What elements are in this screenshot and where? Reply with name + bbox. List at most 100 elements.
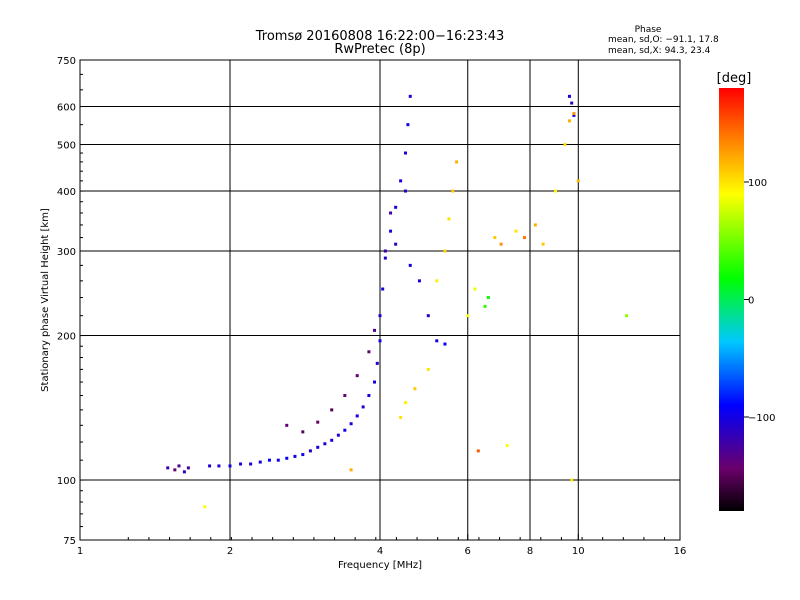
data-point-o — [399, 179, 403, 183]
data-point-x — [473, 287, 477, 291]
y-tick-label: 500 — [57, 141, 76, 152]
data-point-o — [267, 458, 271, 462]
data-point-x — [203, 505, 207, 509]
data-point-o — [228, 464, 232, 468]
data-point-o — [330, 438, 334, 442]
data-point-x — [399, 415, 403, 419]
data-point-x — [403, 401, 407, 405]
data-point-x — [505, 444, 509, 448]
data-point-x — [541, 242, 545, 246]
data-point-o — [301, 430, 305, 434]
data-point-o — [293, 454, 297, 458]
data-point-x — [572, 112, 576, 116]
data-point-x — [413, 387, 417, 391]
colorbar-ticks: 100 0 −100 — [744, 178, 775, 424]
data-point-o — [249, 462, 253, 466]
data-point-o — [343, 428, 347, 432]
data-point-o — [330, 408, 334, 412]
data-point-o — [381, 287, 385, 291]
x-tick-label: 2 — [227, 546, 233, 557]
data-point-o — [301, 453, 305, 457]
phase-stats-heading: Phase — [635, 25, 662, 35]
data-point-o — [316, 420, 320, 424]
data-point-x — [563, 143, 567, 147]
data-point-x — [514, 229, 518, 233]
data-point-o — [417, 279, 421, 283]
colorbar-tick-label: 0 — [748, 296, 754, 307]
data-point-o — [166, 466, 170, 470]
data-point-x — [486, 296, 490, 300]
y-tick-label: 75 — [63, 536, 76, 547]
data-point-o — [355, 374, 359, 378]
x-tick-label: 4 — [377, 546, 383, 557]
data-point-o — [276, 458, 280, 462]
data-point-o — [308, 449, 312, 453]
data-point-o — [378, 339, 382, 343]
colorbar-gradient — [719, 88, 744, 511]
data-point-o — [316, 445, 320, 449]
y-tick-label: 750 — [57, 56, 76, 67]
y-axis-label: Stationary phase Virtual Height [km] — [40, 208, 51, 392]
data-point-x — [553, 189, 557, 193]
data-point-o — [567, 94, 571, 98]
data-point-o — [408, 263, 412, 267]
y-tick-label: 600 — [57, 103, 76, 114]
chart-title: Tromsø 20160808 16:22:00−16:23:43 — [255, 29, 505, 44]
data-point-x — [466, 314, 470, 318]
data-point-o — [408, 94, 412, 98]
data-point-o — [373, 328, 377, 332]
data-point-o — [367, 394, 371, 398]
x-axis-ticks: 1 2 4 6 8 10 16 — [77, 534, 686, 557]
scatter-points — [166, 94, 629, 509]
data-point-o — [403, 189, 407, 193]
data-point-o — [355, 414, 359, 418]
data-point-o — [285, 456, 289, 460]
data-point-x — [576, 179, 580, 183]
data-point-x — [447, 217, 451, 221]
phase-stats-x: mean, sd,X: 94.3, 23.4 — [608, 46, 711, 56]
data-point-x — [426, 367, 430, 371]
data-point-x — [570, 478, 574, 482]
data-point-o — [435, 339, 439, 343]
data-point-o — [406, 123, 410, 127]
data-point-o — [389, 211, 393, 215]
data-point-o — [394, 205, 398, 209]
x-tick-label: 8 — [527, 546, 533, 557]
phase-colorbar: [deg] 100 0 −100 — [717, 71, 775, 511]
data-point-x — [499, 242, 503, 246]
data-point-x — [435, 279, 439, 283]
data-point-o — [173, 468, 177, 472]
x-axis-label: Frequency [MHz] — [338, 560, 422, 571]
data-point-o — [426, 314, 430, 318]
data-point-o — [389, 229, 393, 233]
data-point-o — [375, 361, 379, 365]
data-point-x — [476, 449, 480, 453]
data-point-o — [394, 242, 398, 246]
data-point-x — [493, 236, 497, 240]
data-point-o — [343, 394, 347, 398]
phase-stats-o: mean, sd,O: −91.1, 17.8 — [608, 35, 719, 45]
data-point-x — [349, 468, 353, 472]
data-point-x — [443, 249, 447, 253]
data-point-o — [383, 256, 387, 260]
data-point-o — [349, 422, 353, 426]
data-point-x — [625, 314, 629, 318]
data-point-o — [378, 314, 382, 318]
data-point-o — [285, 423, 289, 427]
data-point-o — [323, 442, 327, 446]
data-point-o — [217, 464, 221, 468]
data-point-x — [533, 223, 537, 227]
data-point-o — [361, 405, 365, 409]
data-point-x — [455, 160, 459, 164]
gridlines — [80, 60, 680, 540]
y-tick-label: 400 — [57, 187, 76, 198]
y-axis-ticks: 75 100 200 300 400 500 600 750 — [57, 56, 86, 547]
chart-subtitle: RwPretec (8p) — [334, 42, 425, 57]
colorbar-label: [deg] — [717, 71, 752, 86]
plot-area: 1 2 4 6 8 10 16 75 100 200 300 400 500 600 750 — [57, 56, 686, 557]
data-point-x — [567, 119, 571, 123]
y-tick-label: 100 — [57, 476, 76, 487]
x-tick-label: 6 — [465, 546, 471, 557]
data-point-o — [403, 151, 407, 155]
